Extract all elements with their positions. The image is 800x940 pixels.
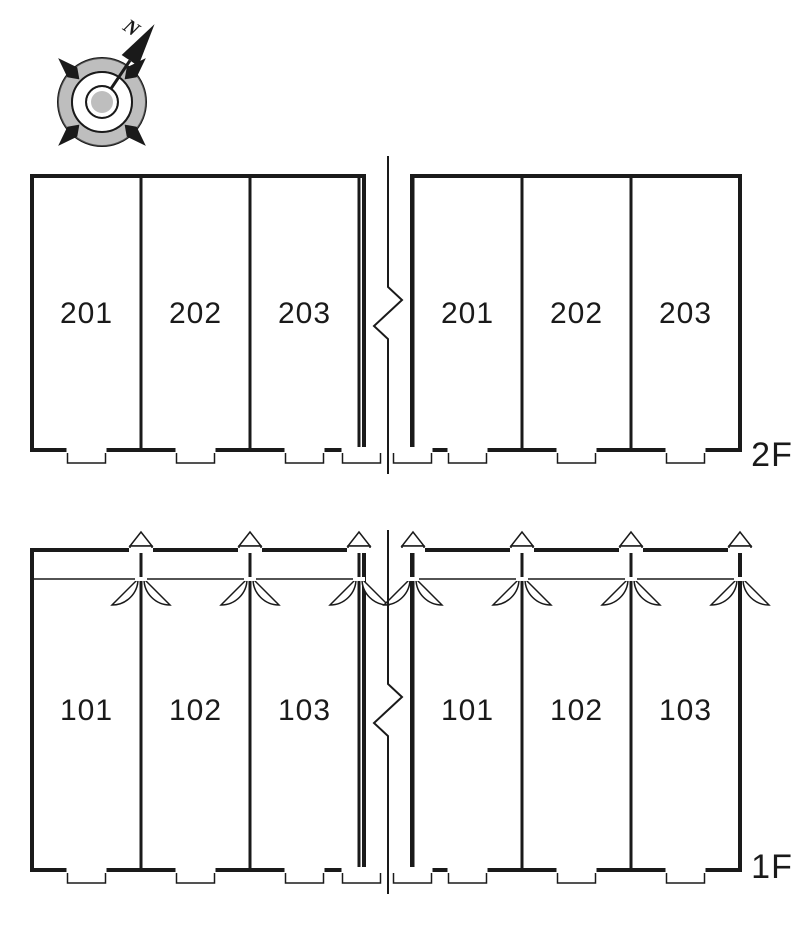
floor-1F: 101 102 103 101 102 103 1F	[32, 530, 793, 894]
unit-label: 103	[659, 694, 712, 727]
floor-label: 2F	[751, 436, 793, 474]
unit-label: 101	[441, 694, 494, 727]
floor-label: 1F	[751, 848, 793, 886]
unit-label: 102	[550, 694, 603, 727]
unit-label: 103	[278, 694, 331, 727]
unit-label: 202	[169, 297, 222, 330]
floor-2F: 201 202 203 201 202 203 2F	[32, 156, 793, 474]
unit-label: 102	[169, 694, 222, 727]
unit-label: 201	[441, 297, 494, 330]
floor-plan-diagram: N2012022032012022032F1011021031011021031…	[0, 0, 800, 940]
unit-label: 203	[659, 297, 712, 330]
unit-label: 202	[550, 297, 603, 330]
unit-label: 203	[278, 297, 331, 330]
unit-label: 101	[60, 694, 113, 727]
unit-label: 201	[60, 297, 113, 330]
